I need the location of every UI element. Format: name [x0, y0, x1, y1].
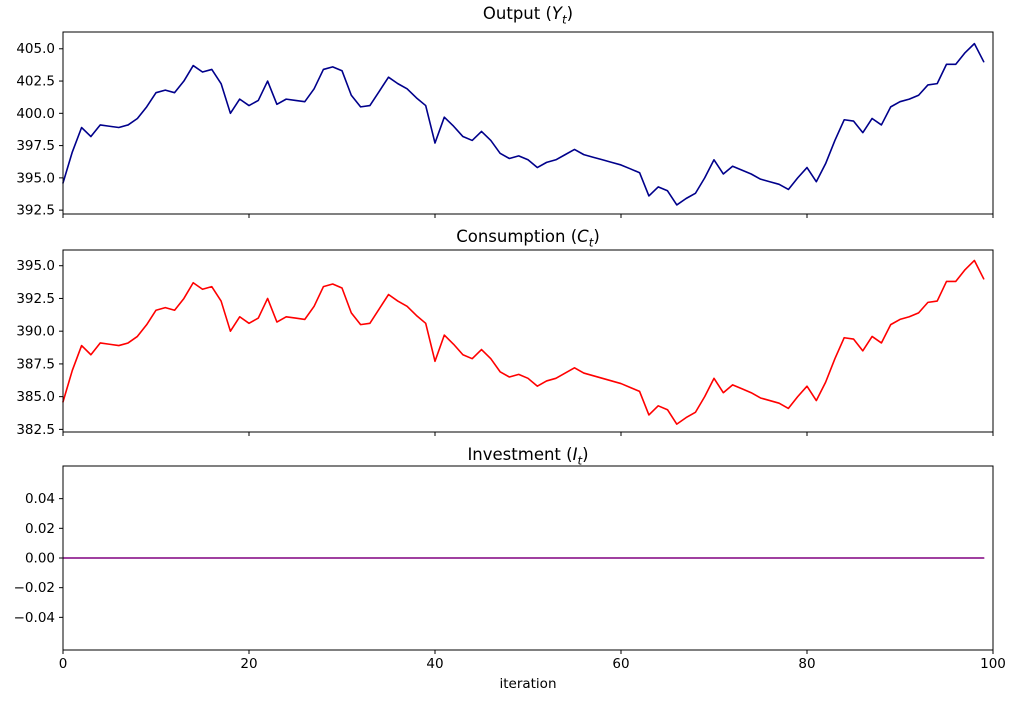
output-line [62, 42, 985, 206]
consumption-plot-border [62, 249, 994, 433]
x-tick-label: 100 [980, 656, 1006, 672]
y-tick-label: 382.5 [16, 422, 55, 438]
y-tick-label: 0.00 [25, 550, 55, 566]
x-tick-label: 20 [240, 656, 257, 672]
y-tick-label: 400.0 [16, 106, 55, 122]
consumption-panel: 382.5 385.0 387.5 390.0 392.5 395.0 [16, 249, 994, 438]
y-tick-label: 0.04 [25, 491, 55, 507]
title-variable: I [572, 445, 578, 464]
x-axis-label: iteration [499, 676, 557, 692]
title-text: ) [593, 227, 600, 246]
y-tick-label: 402.5 [16, 74, 55, 90]
title-text: Output ( [482, 4, 552, 23]
y-tick-label: 397.5 [16, 138, 55, 154]
title-text: Investment ( [467, 445, 573, 464]
investment-chart-title: Investment (It) [63, 445, 993, 470]
title-text: Consumption ( [456, 227, 578, 246]
title-variable: C [577, 227, 589, 246]
y-tick-label: 385.0 [16, 389, 55, 405]
x-tick-label: 80 [798, 656, 815, 672]
title-text: ) [566, 4, 574, 23]
output-chart-title: Output (Yt) [63, 4, 993, 29]
title-subscript: t [588, 235, 594, 250]
output-panel: 392.5 395.0 397.5 400.0 402.5 405.0 [16, 31, 994, 219]
y-tick-label: −0.02 [14, 580, 55, 596]
title-subscript: t [562, 12, 567, 27]
x-tick-label: 40 [426, 656, 443, 672]
y-tick-label: 392.5 [16, 203, 55, 219]
y-tick-label: 405.0 [16, 41, 55, 57]
y-tick-label: 0.02 [25, 521, 55, 537]
investment-plot-border [62, 465, 994, 651]
consumption-chart-title: Consumption (Ct) [63, 227, 993, 252]
x-tick-label: 0 [59, 656, 68, 672]
title-subscript: t [577, 453, 583, 468]
y-tick-label: 395.0 [16, 170, 55, 186]
title-variable: Y [551, 4, 562, 23]
y-tick-label: 392.5 [16, 291, 55, 307]
title-text: ) [582, 445, 589, 464]
investment-panel: −0.04 −0.02 0.00 0.02 0.04 0 20 40 60 80 100 [14, 465, 1006, 672]
consumption-line [62, 259, 985, 425]
output-plot-border [62, 31, 994, 215]
x-tick-label: 60 [612, 656, 629, 672]
y-tick-label: −0.04 [14, 610, 55, 626]
y-tick-label: 395.0 [16, 258, 55, 274]
y-tick-label: 387.5 [16, 356, 55, 372]
y-tick-label: 390.0 [16, 324, 55, 340]
